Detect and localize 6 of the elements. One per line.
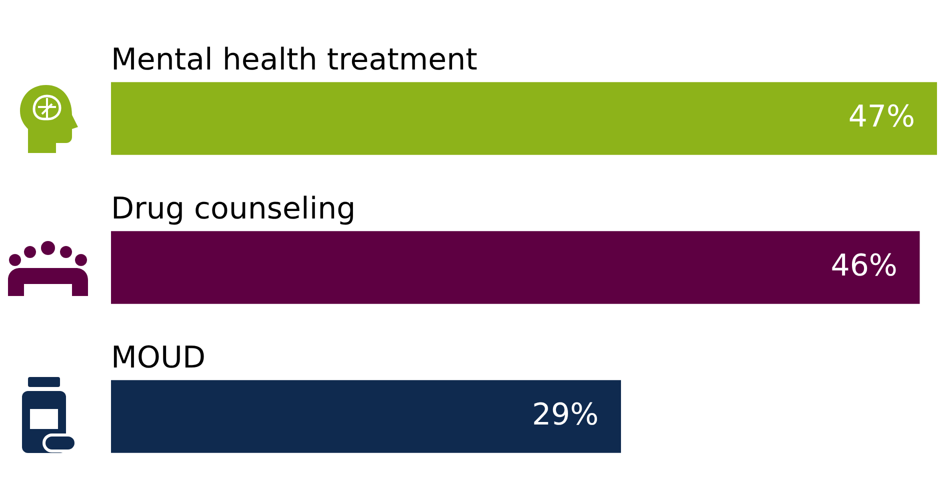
y-tick-label: Drug counseling — [111, 191, 356, 226]
data-label: 46% — [830, 248, 898, 284]
y-tick-label: Mental health treatment — [111, 42, 478, 78]
data-label: 47% — [848, 99, 915, 134]
data-label: 29% — [532, 397, 599, 432]
y-tick-label: MOUD — [111, 340, 206, 376]
